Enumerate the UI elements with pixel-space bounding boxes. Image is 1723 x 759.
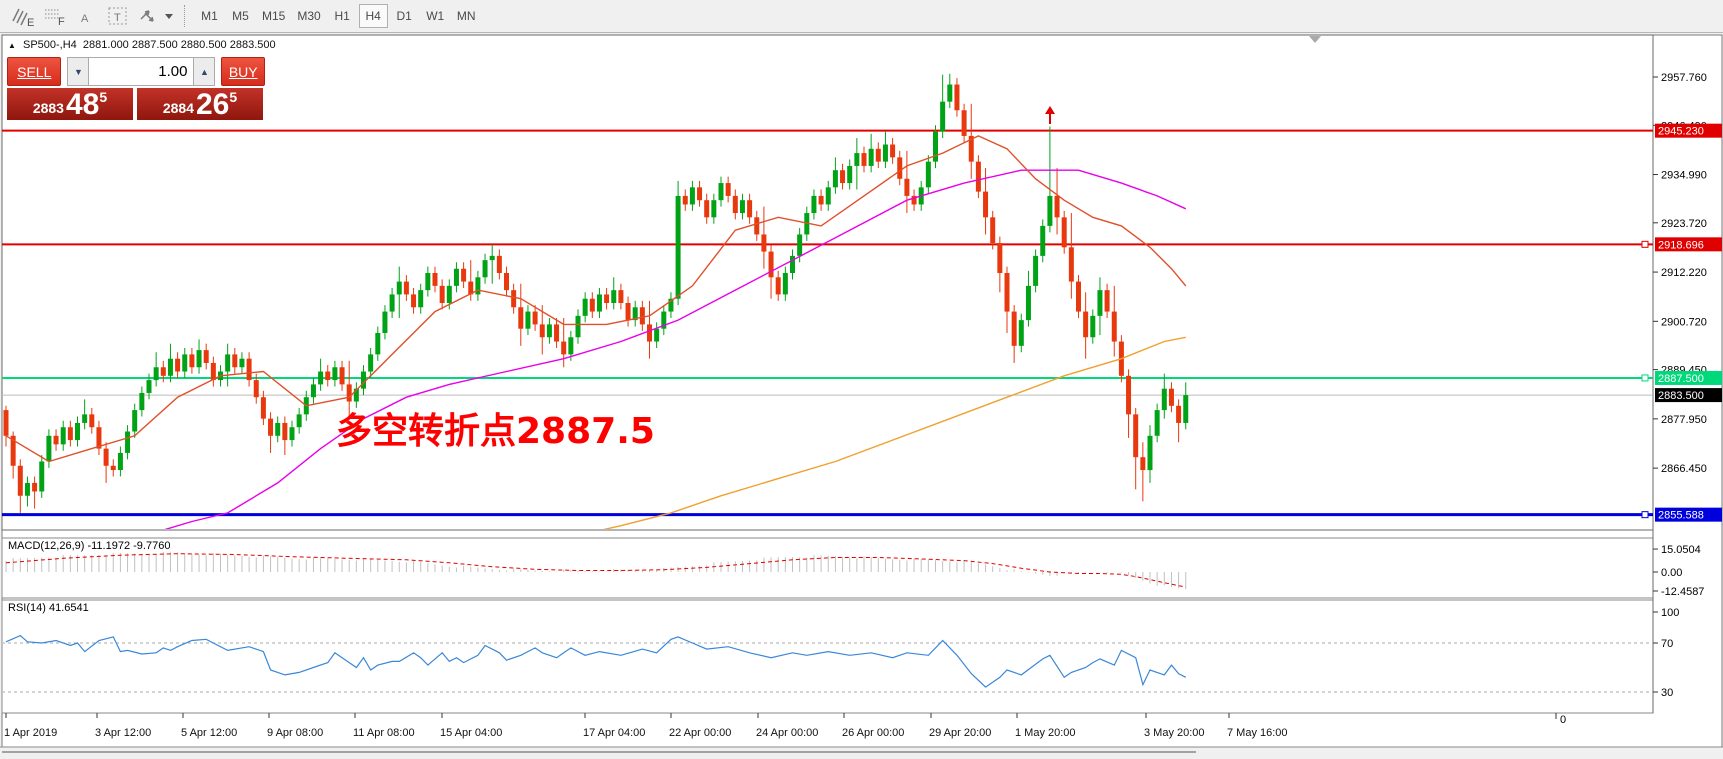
text-a-icon[interactable]: A (71, 3, 101, 29)
rsi-axis-label: 100 (1661, 607, 1679, 619)
date-label: 7 May 16:00 (1227, 727, 1288, 739)
price-label-text: 2945.230 (1658, 126, 1704, 138)
price-label-text: 2887.500 (1658, 373, 1704, 385)
bid-prefix: 2883 (32, 100, 64, 116)
volume-stepper: ▼ ▲ (67, 57, 216, 86)
volume-increase-icon[interactable]: ▲ (193, 57, 216, 86)
ma-orange (603, 336, 1186, 529)
svg-text:T: T (114, 12, 121, 24)
line-handle[interactable] (1641, 240, 1649, 248)
macd-axis-label: -12.4587 (1661, 586, 1704, 598)
ma-red (5, 135, 1187, 463)
price-label-text: 2883.500 (1658, 390, 1704, 402)
date-label: 1 May 20:00 (1015, 727, 1076, 739)
snap-grid-icon[interactable]: F (39, 3, 69, 29)
toolbar-separator (184, 5, 186, 27)
date-label: 22 Apr 00:00 (669, 727, 731, 739)
price-label-box (1655, 507, 1722, 522)
timeframe-h1[interactable]: H1 (328, 4, 357, 28)
text-box-icon[interactable]: T (103, 3, 133, 29)
chart-text-annotation[interactable]: 多空转折点2887.5 (336, 411, 655, 452)
timeframe-m30[interactable]: M30 (292, 4, 325, 28)
rsi-plot (3, 634, 1652, 693)
date-label: 1 Apr 2019 (4, 727, 57, 739)
date-label: 3 May 20:00 (1144, 727, 1205, 739)
date-label: 24 Apr 00:00 (756, 727, 818, 739)
macd-signal-line (5, 553, 1186, 588)
macd-axis-label: 0.00 (1661, 567, 1682, 579)
arrange-icon[interactable] (135, 3, 177, 29)
toolbar: E F A T M1 M5 M15 M30 H1 H4 D1 W1 MN (0, 0, 1723, 33)
macd-label: MACD(12,26,9) -11.1972 -9.7760 (8, 540, 171, 552)
timeframe-m15[interactable]: M15 (257, 4, 290, 28)
indicators-icon[interactable]: E (7, 3, 37, 29)
rsi-label: RSI(14) 41.6541 (8, 602, 89, 614)
timeframe-mn[interactable]: MN (452, 4, 481, 28)
volume-decrease-icon[interactable]: ▼ (67, 57, 90, 86)
chart-header: ▲ SP500-,H4 2881.000 2887.500 2880.500 2… (8, 39, 276, 51)
chart-shift-marker[interactable] (1309, 36, 1321, 43)
bid-quote[interactable]: 2883 48 5 (7, 88, 133, 120)
collapse-icon[interactable]: ▲ (8, 41, 16, 50)
buy-button[interactable]: BUY (221, 57, 265, 86)
line-handle[interactable] (1641, 374, 1649, 382)
timeframe-d1[interactable]: D1 (390, 4, 419, 28)
price-label-text: 2918.696 (1658, 239, 1704, 251)
axis-end-label: 0 (1560, 714, 1567, 726)
line-handle[interactable] (1641, 511, 1649, 519)
rsi-line (5, 634, 1187, 688)
macd-axis-label: 15.0504 (1661, 544, 1701, 556)
signal-arrow-icon (1045, 106, 1055, 114)
date-label: 5 Apr 12:00 (181, 727, 237, 739)
bid-sup: 5 (99, 89, 108, 105)
macd-panel (1, 537, 1654, 599)
svg-text:F: F (58, 16, 65, 27)
price-tick-label: 2912.220 (1661, 267, 1707, 279)
ask-sup: 5 (229, 89, 238, 105)
date-label: 9 Apr 08:00 (267, 727, 323, 739)
price-label-box (1655, 370, 1722, 385)
rsi-axis-label: 70 (1661, 638, 1673, 650)
macd-histogram (5, 551, 1187, 590)
bid-big: 48 (65, 88, 100, 121)
ask-prefix: 2884 (162, 100, 194, 116)
date-label: 17 Apr 04:00 (583, 727, 645, 739)
timeframe-w1[interactable]: W1 (421, 4, 450, 28)
date-label: 26 Apr 00:00 (842, 727, 904, 739)
date-label: 29 Apr 20:00 (929, 727, 991, 739)
timeframe-m1[interactable]: M1 (195, 4, 224, 28)
price-tick-label: 2877.950 (1661, 414, 1707, 426)
ma-magenta (164, 169, 1187, 529)
price-label-box (1655, 237, 1722, 252)
timeframe-m5[interactable]: M5 (226, 4, 255, 28)
timeframe-h4[interactable]: H4 (358, 4, 388, 28)
date-label: 3 Apr 12:00 (95, 727, 151, 739)
date-label: 11 Apr 08:00 (353, 727, 415, 739)
ohlc-readout: 2881.000 2887.500 2880.500 2883.500 (82, 39, 276, 51)
price-label-box (1655, 123, 1722, 138)
svg-text:E: E (27, 17, 34, 27)
rsi-axis-label: 30 (1661, 687, 1673, 699)
symbol-title: SP500-,H4 (22, 39, 77, 51)
price-tick-label: 2866.450 (1661, 463, 1707, 475)
volume-input[interactable] (89, 57, 194, 86)
price-tick-label: 2923.720 (1661, 218, 1707, 230)
one-click-trade-widget: SELL ▼ ▲ BUY 2883 48 5 2884 26 5 (7, 57, 265, 120)
timeframe-group: M1 M5 M15 M30 H1 H4 D1 W1 MN (194, 4, 482, 28)
price-tick-label: 2934.990 (1661, 170, 1707, 182)
price-label-box (1655, 388, 1722, 403)
price-label-text: 2855.588 (1658, 510, 1704, 522)
moving-averages (5, 135, 1187, 529)
sell-button[interactable]: SELL (7, 57, 62, 86)
ask-big: 26 (195, 88, 230, 121)
price-tick-label: 2957.760 (1661, 72, 1707, 84)
price-tick-label: 2900.720 (1661, 316, 1707, 328)
candlestick-series (3, 73, 1189, 513)
svg-text:A: A (81, 13, 89, 25)
date-label: 15 Apr 04:00 (440, 727, 502, 739)
price-panel (1, 34, 1654, 531)
ask-quote[interactable]: 2884 26 5 (137, 88, 263, 120)
rsi-panel (1, 599, 1654, 714)
